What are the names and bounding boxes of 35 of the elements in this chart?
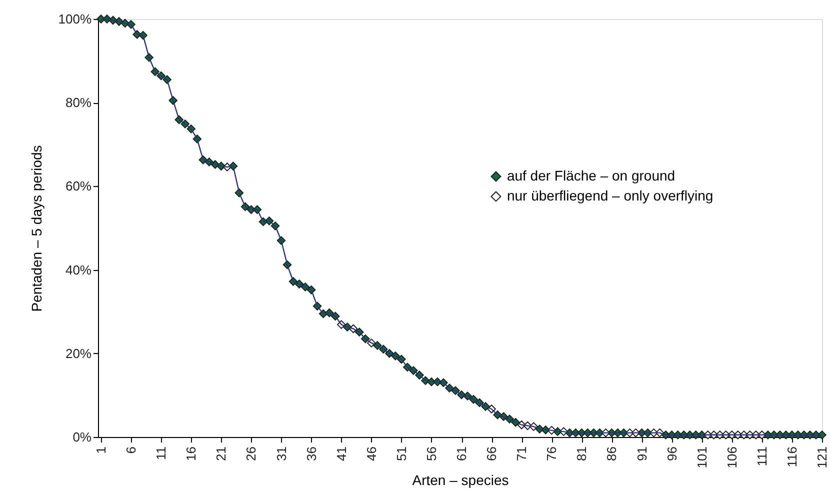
- x-tick-label: 116: [784, 446, 800, 468]
- x-tick-label: 66: [484, 446, 500, 461]
- y-tick-label: 100%: [58, 12, 92, 26]
- x-tick-label: 1: [94, 446, 109, 454]
- legend-label: nur überfliegend – only overflying: [506, 187, 714, 204]
- x-tick-label: 56: [424, 446, 439, 461]
- x-tick-label: 71: [514, 446, 530, 461]
- x-tick-label: 61: [454, 446, 469, 461]
- x-tick-label: 111: [754, 446, 770, 466]
- x-tick-label: 91: [634, 446, 650, 461]
- x-tick-label: 41: [334, 446, 349, 461]
- x-tick-label: 36: [304, 446, 319, 461]
- x-tick-label: 76: [544, 446, 560, 461]
- x-tick-label: 106: [724, 446, 740, 468]
- y-tick-label: 40%: [65, 262, 92, 278]
- x-tick-label: 21: [214, 446, 229, 461]
- x-tick-label: 81: [574, 446, 590, 461]
- legend-label: auf der Fläche – on ground: [506, 167, 676, 184]
- x-tick-label: 6: [124, 446, 139, 454]
- y-tick-label: 60%: [65, 178, 92, 194]
- x-tick-label: 11: [154, 446, 169, 460]
- x-tick-label: 51: [394, 446, 409, 461]
- x-tick-label: 26: [244, 446, 259, 461]
- x-tick-label: 121: [814, 446, 830, 468]
- x-tick-label: 96: [664, 446, 680, 461]
- y-axis-title: Pentaden – 5 days periods: [28, 145, 44, 312]
- x-tick-label: 101: [694, 446, 710, 468]
- y-tick-label: 80%: [65, 95, 92, 110]
- x-tick-label: 31: [274, 446, 289, 461]
- x-axis-title: Arten – species: [412, 472, 509, 488]
- x-tick-label: 46: [364, 446, 379, 461]
- x-tick-label: 16: [184, 446, 199, 461]
- x-tick-label: 86: [604, 446, 620, 461]
- y-tick-label: 20%: [65, 346, 92, 361]
- y-tick-label: 0%: [72, 430, 92, 444]
